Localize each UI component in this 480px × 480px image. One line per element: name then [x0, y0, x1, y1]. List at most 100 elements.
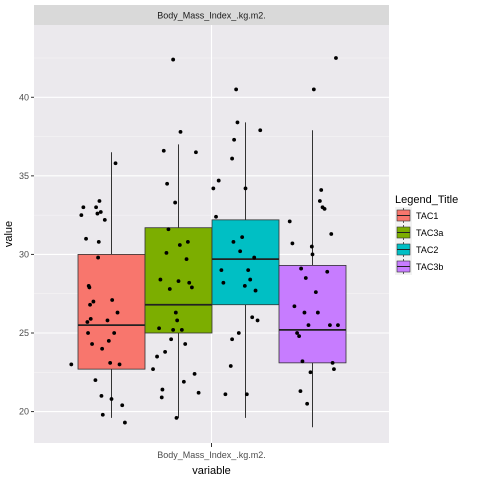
legend-label: TAC2: [416, 245, 438, 255]
data-point: [187, 280, 192, 285]
data-point: [86, 331, 90, 335]
data-point: [211, 186, 216, 191]
y-tick-label: 40: [19, 92, 29, 102]
data-point: [91, 299, 96, 304]
data-point: [243, 186, 248, 191]
data-point: [328, 323, 332, 328]
data-point: [113, 161, 118, 166]
data-point: [305, 401, 310, 406]
data-point: [292, 304, 297, 309]
box-body: [77, 254, 146, 370]
y-tick-label: 35: [19, 171, 29, 181]
data-point: [290, 241, 295, 246]
data-point: [332, 367, 336, 372]
data-point: [190, 285, 194, 290]
data-point: [219, 268, 224, 273]
y-tick-label: 25: [19, 328, 29, 338]
data-point: [123, 420, 127, 425]
data-point: [167, 287, 172, 291]
data-point: [165, 181, 170, 186]
legend-item-TAC2: TAC2: [395, 241, 438, 258]
y-axis-title: value: [3, 221, 15, 247]
data-point: [173, 200, 178, 205]
data-point: [322, 206, 327, 211]
data-point: [158, 277, 163, 282]
data-point: [164, 250, 169, 255]
data-point: [157, 326, 161, 331]
data-point: [115, 310, 120, 315]
data-point: [253, 288, 258, 293]
data-point: [151, 367, 155, 372]
data-point: [171, 57, 176, 62]
data-point: [159, 395, 164, 400]
data-point: [109, 397, 114, 401]
data-point: [230, 337, 235, 342]
data-point: [95, 211, 100, 216]
box-TAC3b: [278, 130, 347, 428]
data-point: [169, 337, 174, 342]
data-point: [236, 331, 241, 335]
data-point: [163, 349, 168, 354]
data-point: [194, 150, 198, 155]
data-point: [240, 235, 245, 240]
data-point: [244, 392, 249, 397]
data-point: [110, 298, 115, 302]
data-point: [310, 252, 315, 257]
data-point: [112, 331, 117, 335]
data-point: [93, 378, 98, 383]
data-point: [192, 371, 197, 376]
data-point: [258, 128, 263, 133]
x-tick-label: Body_Mass_Index_.kg.m2.: [157, 450, 266, 460]
data-point: [302, 310, 307, 315]
x-axis-title: variable: [192, 465, 231, 477]
data-point: [196, 390, 201, 395]
data-point: [325, 269, 330, 274]
data-point: [238, 249, 243, 254]
data-point: [160, 387, 165, 392]
data-point: [248, 277, 253, 282]
data-point: [311, 87, 316, 92]
y-axis: 20 25 30 35 40: [19, 92, 34, 417]
data-point: [166, 227, 171, 232]
data-point: [183, 342, 188, 346]
legend-label: TAC1: [416, 211, 438, 221]
data-point: [184, 257, 189, 262]
data-point: [85, 320, 90, 324]
data-point: [232, 137, 237, 142]
data-point: [87, 285, 92, 290]
legend-label: TAC3a: [416, 228, 443, 238]
data-point: [306, 323, 311, 328]
data-point: [216, 178, 221, 183]
data-point: [175, 318, 180, 323]
data-point: [297, 334, 301, 339]
data-point: [79, 213, 84, 218]
data-point: [300, 359, 305, 364]
data-point: [234, 87, 239, 92]
data-point: [242, 283, 247, 288]
data-point: [97, 199, 102, 203]
data-point: [179, 327, 184, 332]
data-point: [308, 370, 313, 375]
data-point: [100, 346, 105, 351]
data-point: [330, 360, 335, 365]
data-point: [230, 156, 235, 161]
legend-item-TAC1: TAC1: [395, 207, 438, 224]
legend-label: TAC3b: [416, 262, 443, 272]
data-point: [295, 331, 299, 335]
data-point: [185, 239, 190, 244]
box-TAC2: [211, 122, 280, 418]
data-points: [69, 56, 340, 425]
data-point: [299, 266, 304, 271]
data-point: [309, 244, 314, 249]
legend-item-TAC3a: TAC3a: [395, 224, 443, 241]
data-point: [102, 217, 107, 222]
data-point: [176, 279, 181, 284]
data-point: [313, 290, 318, 295]
data-point: [303, 276, 308, 280]
data-point: [173, 310, 178, 315]
data-point: [171, 327, 176, 332]
facet-strip: [34, 5, 389, 25]
data-point: [231, 239, 236, 244]
data-point: [336, 323, 340, 328]
data-point: [155, 354, 159, 359]
